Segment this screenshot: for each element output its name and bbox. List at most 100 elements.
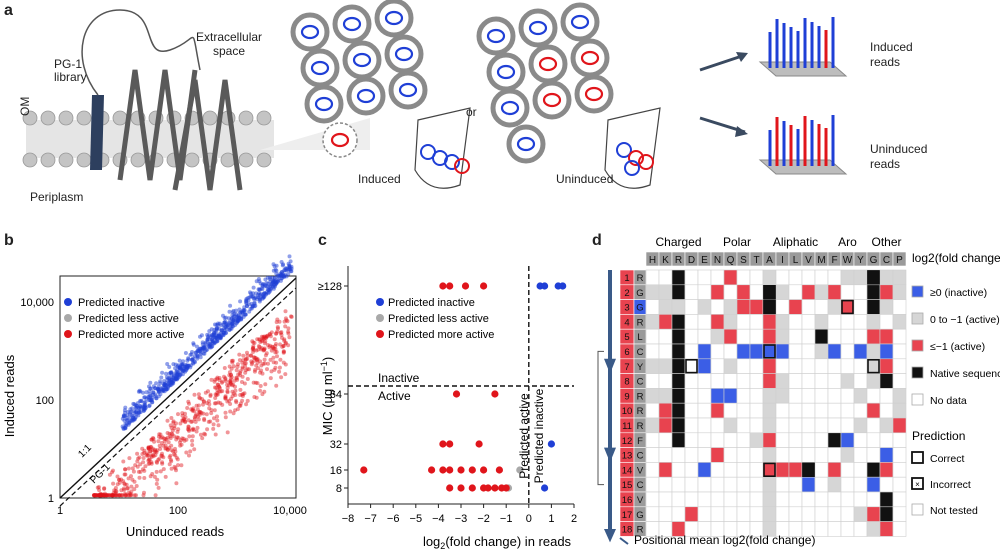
data-point — [215, 326, 219, 331]
data-point — [212, 408, 217, 413]
heatmap-cell — [814, 417, 829, 434]
data-point — [277, 369, 282, 374]
data-point — [269, 348, 274, 353]
heatmap-cell — [814, 432, 829, 448]
heatmap-cell — [892, 373, 907, 389]
data-point — [209, 333, 214, 337]
pg1-peptide — [90, 95, 104, 170]
data-point — [222, 320, 227, 325]
prediction-frame — [763, 284, 776, 300]
heatmap-cell — [814, 521, 829, 537]
data-point — [162, 383, 167, 387]
data-point — [98, 493, 103, 498]
data-point — [250, 346, 255, 351]
prediction-swatch — [911, 451, 924, 464]
heatmap-cell — [658, 284, 673, 300]
data-point — [190, 407, 195, 412]
data-point — [197, 395, 202, 400]
data-point — [124, 493, 129, 498]
data-point — [123, 413, 128, 418]
heatmap-cell — [788, 476, 803, 493]
data-point — [215, 375, 220, 380]
x-axis-label: Uninduced reads — [126, 524, 225, 539]
data-point — [215, 391, 220, 396]
data-point — [240, 392, 245, 397]
data-point — [194, 429, 199, 434]
data-point — [235, 364, 240, 369]
data-point — [283, 341, 288, 346]
heatmap-cell — [801, 476, 816, 493]
data-point — [162, 389, 167, 394]
heatmap-cell — [749, 299, 764, 315]
heatmap-cell — [645, 328, 660, 345]
heatmap-cell — [658, 299, 673, 315]
heatmap-cell — [853, 373, 868, 389]
data-point — [175, 429, 180, 434]
data-point — [279, 273, 284, 278]
data-point — [195, 407, 200, 412]
heatmap-cell — [684, 314, 699, 330]
legend-d: log2(fold change) ≥0 (inactive) 0 to −1 (a… — [911, 251, 1000, 517]
data-point — [275, 317, 280, 322]
data-point — [214, 401, 218, 406]
data-point — [134, 405, 139, 410]
heatmap-cell — [814, 402, 829, 419]
heatmap-cell — [801, 373, 816, 389]
column-header-label: H — [649, 255, 656, 266]
data-point — [169, 416, 174, 420]
data-point — [278, 278, 283, 283]
data-point — [502, 484, 510, 492]
data-point — [224, 327, 229, 332]
data-point — [480, 466, 488, 474]
data-point — [151, 436, 156, 441]
data-point — [260, 296, 265, 301]
heatmap-cell — [697, 284, 712, 300]
data-point — [121, 479, 126, 484]
threshold-line — [59, 287, 297, 507]
cell — [560, 2, 600, 42]
data-point — [136, 389, 141, 394]
x-axis-label: log2(fold change) in reads — [423, 534, 572, 550]
data-point — [99, 493, 104, 498]
data-point — [259, 368, 264, 373]
data-point — [227, 370, 232, 375]
data-point — [256, 287, 261, 292]
data-point — [127, 493, 132, 498]
row-index-label: 12 — [622, 436, 633, 447]
data-point — [172, 464, 177, 469]
data-point — [102, 493, 107, 498]
data-point — [257, 345, 262, 349]
prediction-frame — [763, 299, 776, 315]
heatmap-cell — [892, 506, 907, 522]
panel-c-chart: −8 −7 −6 −5 −4 −3 −2 −1 0 1 2 8 16 32 64 ≥128 log2(fold… — [318, 266, 577, 550]
heatmap-cell — [671, 314, 686, 330]
data-point — [185, 406, 190, 410]
data-point — [132, 493, 137, 498]
data-point — [105, 493, 110, 498]
cell — [486, 52, 526, 92]
x-tick-label: 100 — [169, 505, 187, 517]
heatmap-cell — [788, 417, 803, 434]
data-point — [182, 438, 187, 443]
cell — [388, 70, 428, 110]
threshold-label-inactive: Inactive — [378, 371, 420, 385]
data-point — [123, 472, 128, 477]
row-residue-label: R — [637, 406, 644, 417]
data-point — [165, 435, 170, 440]
heatmap-cell — [801, 343, 816, 360]
heatmap-cell — [723, 476, 738, 493]
data-point — [237, 373, 242, 378]
data-point — [101, 493, 106, 498]
heatmap-cell — [723, 491, 738, 508]
data-point — [281, 360, 286, 365]
data-point — [115, 474, 120, 479]
data-point — [149, 453, 154, 458]
heatmap-cell — [801, 314, 816, 330]
data-point — [213, 432, 218, 437]
heatmap-cell — [840, 343, 855, 360]
data-point — [178, 421, 183, 426]
data-point — [260, 371, 265, 376]
column-header-label: F — [831, 255, 837, 266]
heatmap-cell — [645, 476, 660, 493]
heatmap-cell — [710, 343, 725, 360]
